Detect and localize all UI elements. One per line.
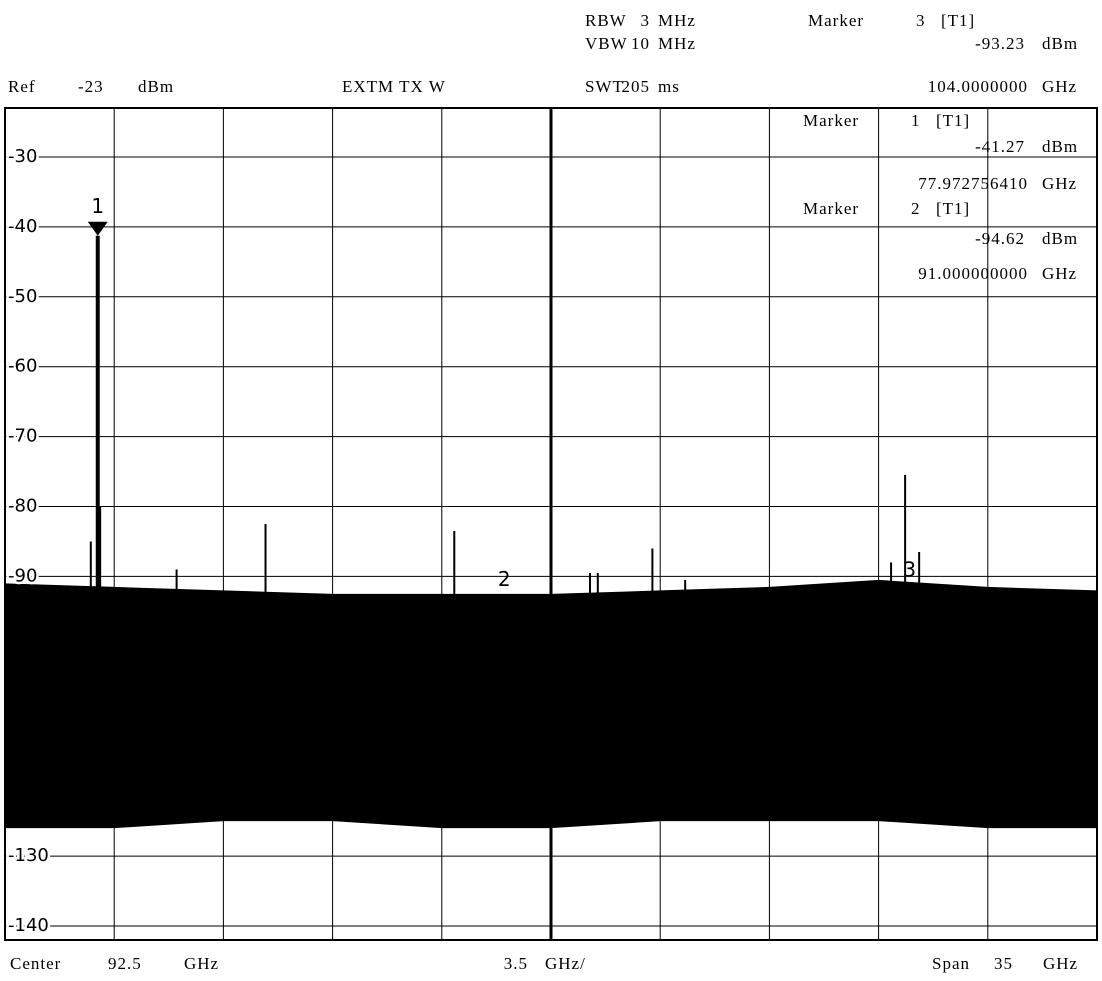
marker-freq-unit: GHz	[1042, 174, 1077, 193]
center-value: 92.5	[108, 954, 142, 973]
marker-freq: 104.0000000	[928, 77, 1028, 96]
marker-level: -93.23	[975, 34, 1025, 53]
center-label: Center	[10, 954, 61, 973]
marker-trace: [T1]	[936, 199, 970, 218]
y-tick-label: -90	[8, 565, 37, 586]
marker-level-unit: dBm	[1042, 229, 1078, 248]
marker-triangle	[87, 221, 108, 236]
marker-level: -41.27	[975, 137, 1025, 156]
y-tick-label: -140	[8, 915, 49, 936]
swt-label: SWT	[585, 77, 624, 96]
span-label: Span	[932, 954, 970, 973]
per-div-value: 3.5	[504, 954, 528, 973]
swt-value: 205	[622, 77, 651, 96]
y-tick-label: -60	[8, 356, 37, 377]
marker-trace: [T1]	[941, 11, 975, 30]
y-tick-label: -70	[8, 426, 37, 447]
ref-label: Ref	[8, 77, 36, 96]
rbw-label: RBW	[585, 11, 627, 30]
marker-word: Marker	[808, 11, 864, 30]
marker-freq: 91.000000000	[918, 264, 1028, 283]
marker-word: Marker	[803, 111, 859, 130]
marker-freq-unit: GHz	[1042, 264, 1077, 283]
ref-value: -23	[78, 77, 104, 96]
marker-number: 2	[498, 567, 511, 591]
marker-freq-unit: GHz	[1042, 77, 1077, 96]
center-unit: GHz	[184, 954, 219, 973]
vbw-label: VBW	[585, 34, 628, 53]
marker-name: 2	[911, 199, 921, 218]
span-value: 35	[994, 954, 1013, 973]
span-unit: GHz	[1043, 954, 1078, 973]
rbw-value: 3	[641, 11, 651, 30]
y-tick-label: -40	[8, 216, 37, 237]
y-tick-label: -30	[8, 146, 37, 167]
vbw-unit: MHz	[658, 34, 696, 53]
marker-word: Marker	[803, 199, 859, 218]
marker-number: 1	[91, 194, 104, 218]
marker-triangle	[494, 594, 515, 609]
mode: EXTM TX W	[342, 77, 446, 96]
marker-level-unit: dBm	[1042, 34, 1078, 53]
y-tick-label: -80	[8, 496, 37, 517]
ref-unit: dBm	[138, 77, 174, 96]
marker-freq: 77.972756410	[918, 174, 1028, 193]
marker-name: 1	[911, 111, 921, 130]
marker-number: 3	[903, 558, 916, 582]
marker-name: 3	[916, 11, 926, 30]
marker-triangle	[899, 585, 920, 600]
marker-level-unit: dBm	[1042, 137, 1078, 156]
y-tick-label: -130	[8, 845, 49, 866]
per-div-unit: GHz/	[545, 954, 586, 973]
y-tick-label: -50	[8, 286, 37, 307]
plot-frame	[4, 107, 1098, 941]
marker-trace: [T1]	[936, 111, 970, 130]
vbw-value: 10	[631, 34, 650, 53]
rbw-unit: MHz	[658, 11, 696, 30]
swt-unit: ms	[658, 77, 680, 96]
marker-level: -94.62	[975, 229, 1025, 248]
